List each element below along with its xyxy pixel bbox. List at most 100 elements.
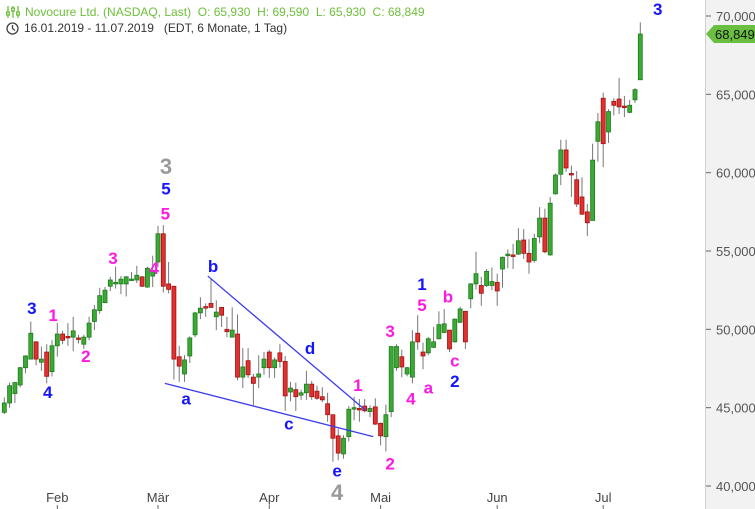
candle-up bbox=[81, 336, 87, 345]
x-tick-label: Mär bbox=[147, 490, 170, 505]
date-range: 16.01.2019 - 11.07.2019 bbox=[24, 21, 154, 35]
wave-label-blue: e bbox=[332, 461, 341, 480]
candle-up bbox=[39, 358, 44, 363]
candle-up bbox=[123, 276, 129, 285]
candle-down bbox=[245, 360, 251, 376]
candle-down bbox=[447, 329, 452, 350]
candle-up bbox=[627, 104, 633, 113]
candle-up bbox=[367, 408, 373, 412]
wave-label-magenta: 5 bbox=[417, 296, 426, 315]
candle-up bbox=[229, 329, 235, 338]
x-tick-label: Mai bbox=[370, 490, 391, 505]
chart-settings-icon[interactable] bbox=[6, 6, 20, 18]
x-tick-label: Jul bbox=[595, 490, 612, 505]
candle-down bbox=[579, 196, 585, 215]
wave-label-gray: 4 bbox=[331, 480, 344, 505]
candle-down bbox=[160, 233, 166, 287]
candle-up bbox=[144, 267, 150, 288]
candle-up bbox=[197, 307, 203, 314]
y-tick-label: 50,000 bbox=[716, 322, 755, 337]
candle-down bbox=[250, 376, 256, 384]
candle-down bbox=[293, 389, 299, 398]
candle-down bbox=[569, 173, 574, 176]
y-tick-label: 65,000 bbox=[716, 87, 755, 102]
wave-label-blue: 3 bbox=[27, 299, 36, 318]
candle-down bbox=[584, 211, 590, 224]
candle-down bbox=[176, 356, 182, 367]
candle-up bbox=[404, 367, 410, 375]
candle-down bbox=[563, 149, 569, 169]
candle-down bbox=[60, 333, 65, 341]
candle-up bbox=[288, 387, 293, 393]
price-axis-panel[interactable] bbox=[705, 0, 755, 509]
candle-up bbox=[383, 414, 389, 438]
candle-up bbox=[1, 402, 7, 413]
candle-up bbox=[500, 256, 505, 270]
y-tick-label: 70,000 bbox=[716, 9, 755, 24]
wave-label-magenta: 1 bbox=[353, 376, 362, 395]
candle-down bbox=[235, 333, 240, 378]
candle-down bbox=[166, 283, 172, 290]
wave-label-blue: c bbox=[284, 414, 293, 433]
wave-label-magenta: 2 bbox=[81, 347, 90, 366]
candle-down bbox=[600, 97, 606, 145]
trendline bbox=[207, 275, 366, 411]
candle-up bbox=[113, 281, 118, 285]
candle-up bbox=[261, 358, 267, 369]
candle-down bbox=[325, 403, 331, 416]
candle-up bbox=[341, 437, 346, 455]
candle-up bbox=[436, 324, 442, 340]
wave-label-magenta: 3 bbox=[108, 249, 117, 268]
candle-up bbox=[388, 346, 394, 412]
y-tick-label: 40,000 bbox=[716, 479, 755, 494]
y-tick-label: 60,000 bbox=[716, 166, 755, 181]
candle-down bbox=[76, 337, 81, 340]
candle-up bbox=[102, 289, 108, 304]
candle-up bbox=[272, 359, 278, 369]
candle-up bbox=[129, 278, 134, 281]
candle-up bbox=[531, 238, 537, 261]
candle-up bbox=[537, 217, 542, 238]
ohlc-values: O: 65,930 H: 69,590 L: 65,930 C: 68,849 bbox=[197, 5, 425, 19]
candle-down bbox=[335, 435, 341, 454]
candle-down bbox=[616, 98, 622, 108]
candle-up bbox=[12, 382, 18, 394]
wave-label-magenta: 2 bbox=[385, 454, 394, 473]
candle-down bbox=[309, 383, 315, 398]
candle-down bbox=[224, 328, 230, 333]
candle-down bbox=[139, 276, 145, 287]
candle-down bbox=[33, 341, 39, 360]
candle-down bbox=[171, 285, 177, 360]
candle-up bbox=[187, 337, 193, 357]
candle-up bbox=[547, 202, 553, 256]
chart-header-title: Novocure Ltd. (NASDAQ, Last) O: 65,930 H… bbox=[6, 5, 425, 19]
candle-down bbox=[282, 361, 288, 397]
candle-down bbox=[462, 310, 468, 343]
candle-down bbox=[420, 351, 426, 357]
candle-up bbox=[118, 278, 124, 285]
candle-up bbox=[457, 308, 463, 323]
last-price-badge bbox=[706, 25, 755, 44]
candle-up bbox=[155, 233, 161, 263]
candle-up bbox=[303, 383, 309, 394]
wave-label-blue: 5 bbox=[161, 179, 170, 198]
candle-up bbox=[637, 33, 643, 81]
candle-up bbox=[92, 309, 97, 322]
candle-down bbox=[266, 351, 272, 369]
wave-label-magenta: 3 bbox=[385, 322, 394, 341]
wave-label-blue: 1 bbox=[417, 275, 426, 294]
wave-label-magenta: 4 bbox=[406, 389, 416, 408]
candle-down bbox=[378, 422, 384, 437]
candle-up bbox=[256, 373, 262, 378]
candle-up bbox=[505, 253, 511, 257]
candle-up bbox=[346, 408, 352, 438]
last-price-label: 68,849 bbox=[715, 27, 755, 42]
candle-up bbox=[590, 159, 595, 221]
candle-up bbox=[452, 318, 458, 343]
candle-up bbox=[97, 295, 103, 311]
wave-label-blue: d bbox=[305, 339, 315, 358]
candle-down bbox=[372, 406, 378, 425]
candle-down bbox=[203, 306, 209, 309]
chart-header-range: 16.01.2019 - 11.07.2019 (EDT, 6 Monate, … bbox=[6, 21, 287, 35]
